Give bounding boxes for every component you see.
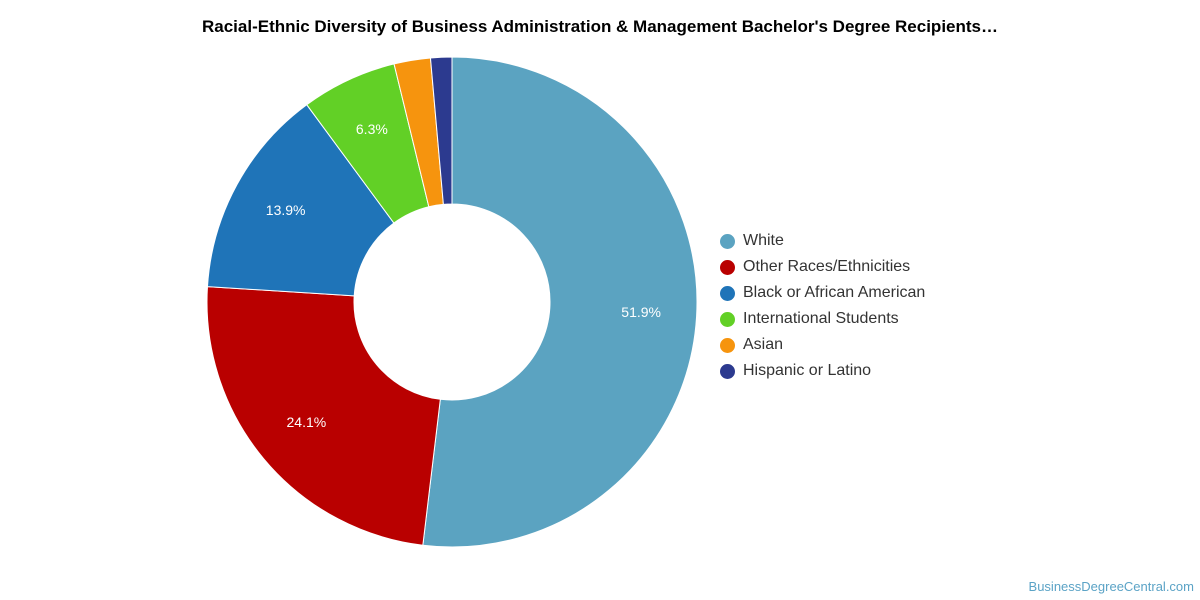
legend: White Other Races/Ethnicities Black or A…: [720, 228, 925, 384]
legend-label: International Students: [743, 310, 899, 327]
legend-swatch-black: [720, 285, 735, 301]
chart-title: Racial-Ethnic Diversity of Business Admi…: [201, 17, 998, 36]
pie-slice-black-or-african-american[interactable]: [206, 104, 395, 297]
legend-item-other[interactable]: Other Races/Ethnicities: [720, 254, 925, 280]
legend-item-white[interactable]: White: [720, 228, 925, 254]
data-label: 13.9%: [266, 202, 306, 218]
source-credit[interactable]: BusinessDegreeCentral.com: [1028, 579, 1194, 594]
data-label: 6.3%: [356, 121, 388, 137]
data-label: 24.1%: [287, 414, 327, 430]
legend-swatch-other: [720, 259, 735, 275]
legend-label: Black or African American: [743, 284, 926, 301]
pie-slice-white[interactable]: [422, 56, 698, 548]
legend-label: White: [743, 232, 784, 249]
legend-item-asian[interactable]: Asian: [720, 332, 925, 358]
legend-swatch-hispanic: [720, 363, 735, 379]
legend-swatch-asian: [720, 337, 735, 353]
legend-label: Hispanic or Latino: [743, 362, 872, 379]
pie-slice-other-races-ethnicities[interactable]: [206, 286, 441, 546]
legend-label: Asian: [743, 336, 784, 353]
legend-swatch-international: [720, 311, 735, 327]
legend-label: Other Races/Ethnicities: [743, 258, 911, 275]
legend-item-black[interactable]: Black or African American: [720, 280, 925, 306]
legend-item-international[interactable]: International Students: [720, 306, 925, 332]
pie-slice-hispanic-or-latino[interactable]: [429, 56, 453, 205]
legend-swatch-white: [720, 233, 735, 249]
legend-item-hispanic[interactable]: Hispanic or Latino: [720, 358, 925, 384]
data-label: 51.9%: [621, 304, 661, 320]
